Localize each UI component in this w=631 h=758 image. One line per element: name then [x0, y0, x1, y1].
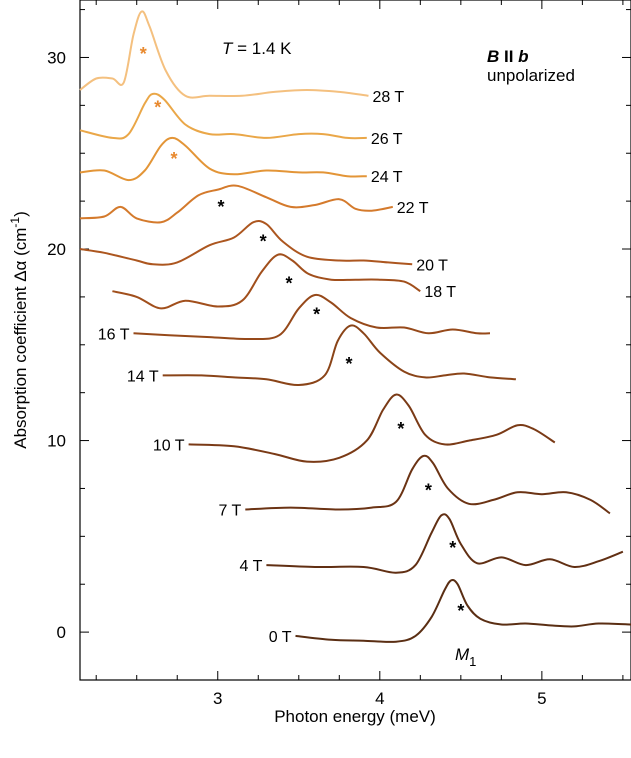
plot-frame: [79, 0, 631, 681]
series-line-16t: [133, 293, 491, 341]
series-label-16t: 16 T: [98, 326, 130, 343]
peak-marker-10t: *: [397, 419, 404, 439]
series-line-10t: [188, 393, 556, 463]
series-line-24t: [79, 136, 367, 182]
peak-marker-26t: *: [154, 97, 161, 117]
series-label-24t: 24 T: [371, 169, 403, 186]
y-tick-label: 0: [57, 623, 66, 642]
series-label-18t: 18 T: [424, 284, 456, 301]
series-line-22t: [79, 184, 393, 224]
peak-marker-28t: *: [140, 44, 147, 64]
series-line-7t: [245, 454, 611, 515]
curves-layer: * * * * * * * * * * * *: [79, 10, 631, 643]
peak-marker-14t: *: [346, 354, 353, 374]
x-tick-label: 4: [375, 689, 384, 708]
series-label-10t: 10 T: [153, 437, 185, 454]
peak-marker-18t: *: [286, 274, 293, 294]
peak-marker-4t: *: [449, 538, 456, 558]
peak-marker-16t: *: [313, 304, 320, 324]
ticks-layer: 3 4 5 0 10 20 30: [47, 0, 631, 708]
peak-marker-7t: *: [425, 481, 432, 501]
series-label-28t: 28 T: [372, 89, 404, 106]
field-orientation-annotation: B II b: [487, 47, 529, 66]
series-line-14t: [162, 324, 516, 387]
series-labels-layer: 0 T 4 T 7 T 10 T 14 T 16 T 18 T 20 T 22 T 24 T 26 …: [98, 89, 457, 646]
y-axis-title-exp: -1: [8, 217, 22, 228]
series-line-20t: [79, 219, 413, 266]
y-tick-label: 10: [47, 432, 66, 451]
peak-label-m1: M1: [455, 645, 476, 669]
series-line-0t: [295, 579, 631, 643]
y-tick-label: 20: [47, 240, 66, 259]
y-axis-title: Absorption coefficient Δα (cm-1): [8, 211, 30, 449]
series-label-20t: 20 T: [416, 257, 448, 274]
x-tick-label: 5: [537, 689, 546, 708]
series-label-22t: 22 T: [397, 200, 429, 217]
series-label-4t: 4 T: [240, 558, 263, 575]
series-label-0t: 0 T: [269, 629, 292, 646]
temperature-annotation: T = 1.4 K: [222, 39, 292, 58]
series-line-4t: [266, 513, 624, 574]
series-label-7t: 7 T: [218, 503, 241, 520]
polarization-annotation: unpolarized: [487, 66, 575, 85]
peak-marker-0t: *: [457, 601, 464, 621]
series-label-26t: 26 T: [371, 131, 403, 148]
series-line-26t: [79, 92, 367, 140]
peak-marker-22t: *: [217, 197, 224, 217]
series-label-14t: 14 T: [127, 368, 159, 385]
x-tick-label: 3: [213, 689, 222, 708]
x-axis-title: Photon energy (meV): [274, 707, 436, 726]
series-line-28t: [79, 10, 369, 99]
peak-marker-20t: *: [260, 232, 267, 252]
y-tick-label: 30: [47, 48, 66, 67]
peak-marker-24t: *: [170, 149, 177, 169]
series-line-18t: [112, 253, 421, 310]
